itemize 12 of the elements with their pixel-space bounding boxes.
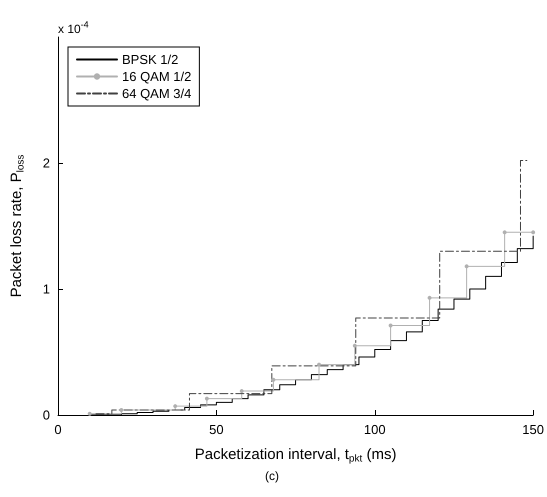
x-tick-label: 50 (209, 422, 224, 437)
text: (c) (265, 469, 279, 483)
y-tick-label: 2 (42, 156, 50, 170)
y-tick-label: 0 (42, 408, 50, 422)
legend-label: BPSK 1/2 (122, 52, 178, 67)
y-axis-title: Packet loss rate, Ploss (8, 154, 26, 298)
x-tick-label: 0 (54, 422, 62, 437)
legend-label: 64 QAM 3/4 (122, 86, 192, 101)
x-tick-label: 100 (364, 422, 386, 437)
x-tick-label: 150 (522, 422, 544, 437)
legend-label: 16 QAM 1/2 (122, 69, 192, 84)
y-tick-label: 1 (42, 282, 50, 296)
